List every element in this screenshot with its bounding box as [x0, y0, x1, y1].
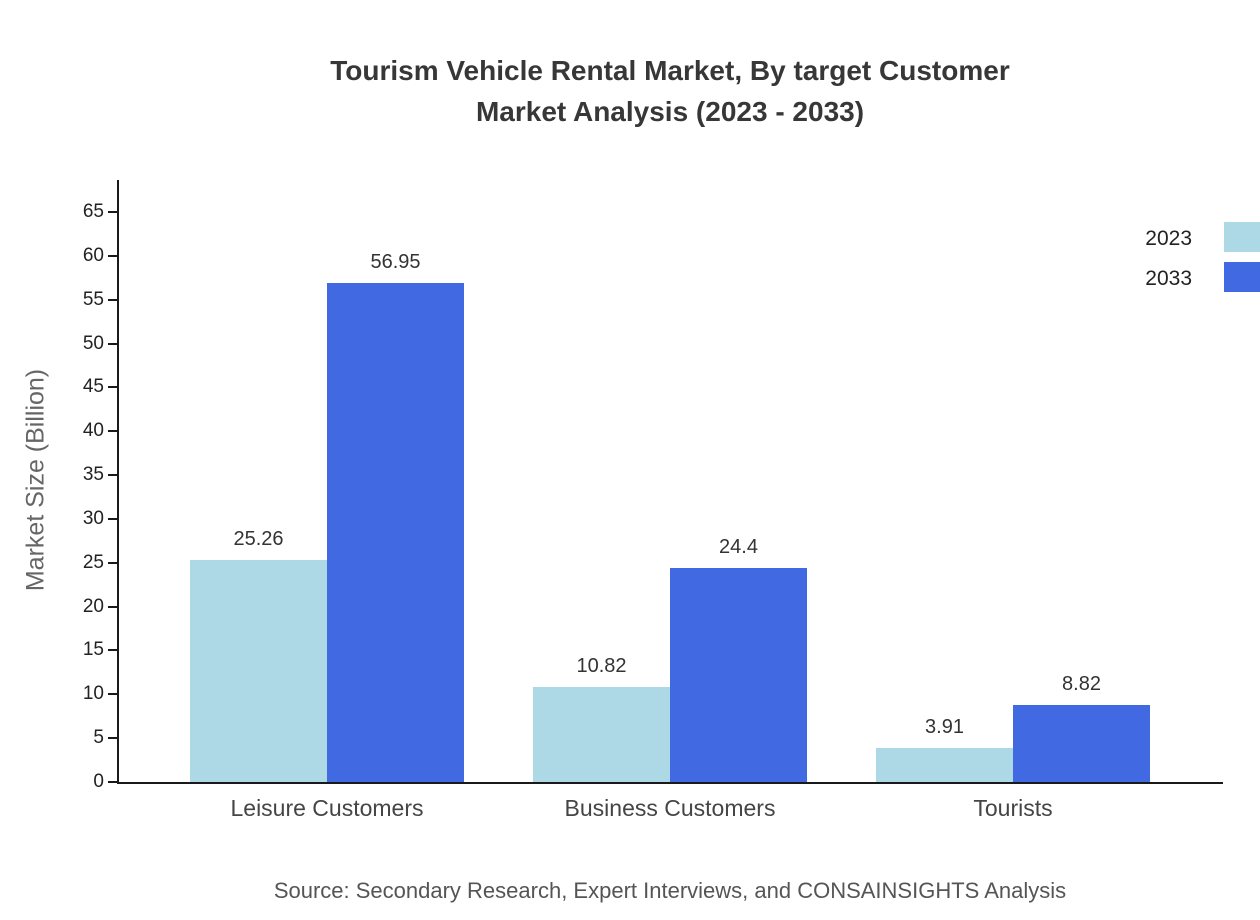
chart-title-line2: Market Analysis (2023 - 2033): [475, 96, 865, 127]
bar-value-2023-business-customers: 10.82: [576, 655, 627, 678]
x-axis-line: [117, 782, 1223, 784]
source-text: Source: Secondary Research, Expert Inter…: [273, 878, 1067, 903]
y-tick-label-55: 55: [82, 288, 104, 310]
y-tick-label-25: 25: [82, 551, 104, 573]
legend-label-2033: 2033: [1145, 267, 1192, 290]
y-tick-label-45: 45: [82, 376, 104, 398]
bar-value-2033-business-customers: 24.4: [719, 536, 758, 559]
bar-value-2033-tourists: 8.82: [1062, 672, 1101, 695]
y-tick-label-5: 5: [93, 727, 104, 749]
y-tick-mark-60: [108, 254, 118, 257]
bar-value-2023-leisure-customers: 25.26: [233, 528, 284, 551]
bar-2023-business-customers: [533, 687, 670, 782]
y-tick-label-60: 60: [82, 244, 104, 266]
y-tick-label-10: 10: [82, 683, 104, 705]
y-tick-mark-45: [108, 386, 118, 389]
y-tick-mark-15: [108, 649, 118, 652]
chart-title: Tourism Vehicle Rental Market, By target…: [80, 50, 1260, 132]
bar-2023-leisure-customers: [190, 560, 327, 782]
y-tick-label-50: 50: [82, 332, 104, 354]
y-tick-mark-0: [108, 781, 118, 783]
y-tick-mark-55: [108, 298, 118, 301]
legend-swatch-2033: [1224, 262, 1260, 292]
legend-swatch-2023: [1224, 222, 1260, 252]
x-category-label-tourists: Tourists: [973, 795, 1053, 821]
y-tick-mark-40: [108, 430, 118, 433]
legend-label-2023: 2023: [1145, 227, 1192, 250]
y-tick-label-65: 65: [82, 201, 104, 222]
y-tick-label-35: 35: [82, 464, 104, 486]
x-category-label-leisure-customers: Leisure Customers: [230, 795, 424, 821]
chart-title-line1: Tourism Vehicle Rental Market, By target…: [330, 55, 1010, 86]
y-tick-label-20: 20: [82, 595, 104, 617]
bar-2033-business-customers: [670, 568, 807, 782]
y-tick-mark-50: [108, 342, 118, 345]
y-tick-mark-25: [108, 561, 118, 564]
bar-2033-leisure-customers: [327, 282, 464, 782]
y-tick-mark-65: [108, 211, 118, 213]
y-tick-mark-10: [108, 693, 118, 696]
bar-value-2033-leisure-customers: 56.95: [370, 250, 421, 273]
y-tick-mark-20: [108, 605, 118, 608]
y-tick-mark-5: [108, 737, 118, 740]
y-tick-label-30: 30: [82, 507, 104, 529]
y-axis-line: [117, 180, 119, 783]
bar-2033-tourists: [1013, 704, 1150, 782]
bar-value-2023-tourists: 3.91: [925, 715, 964, 738]
y-tick-mark-30: [108, 517, 118, 520]
y-tick-label-0: 0: [93, 771, 104, 792]
y-tick-label-15: 15: [82, 639, 104, 661]
y-tick-label-40: 40: [82, 420, 104, 442]
bar-2023-tourists: [876, 747, 1013, 782]
x-category-label-business-customers: Business Customers: [564, 795, 776, 821]
y-tick-mark-35: [108, 474, 118, 477]
